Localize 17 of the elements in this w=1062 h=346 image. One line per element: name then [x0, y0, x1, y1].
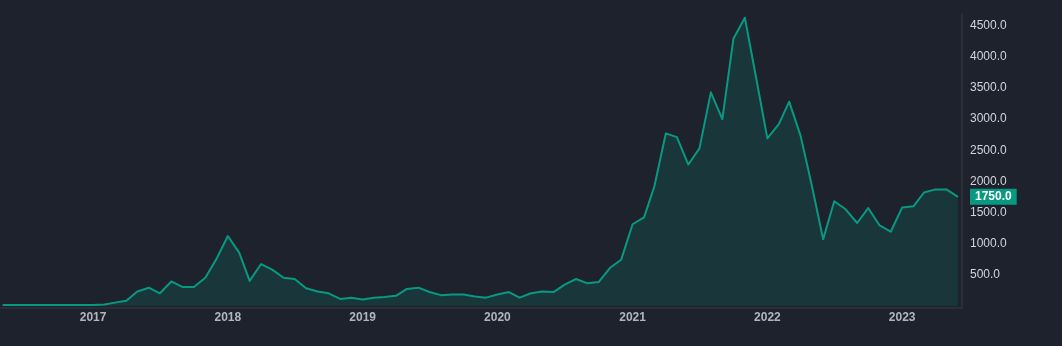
x-tick-label: 2018 [214, 310, 242, 325]
y-tick-label: 2500.0 [970, 142, 1008, 157]
x-tick-label: 2022 [754, 310, 782, 325]
y-tick-label: 3500.0 [970, 80, 1008, 95]
x-tick-label: 2023 [888, 310, 916, 325]
y-tick-label: 3000.0 [970, 111, 1008, 126]
x-tick-label: 2021 [619, 310, 647, 325]
y-tick-label: 4500.0 [970, 18, 1008, 33]
annotation: 1750.0 [975, 189, 1013, 204]
x-tick-label: 2019 [349, 310, 377, 325]
x-tick-label: 2020 [484, 310, 512, 325]
y-tick-label: 1500.0 [970, 204, 1008, 219]
y-tick-label: 2000.0 [970, 173, 1008, 188]
x-tick-label: 2017 [79, 310, 107, 325]
y-tick-label: 4000.0 [970, 49, 1008, 64]
y-tick-label: 500.0 [970, 266, 1001, 281]
y-tick-label: 1000.0 [970, 235, 1008, 250]
